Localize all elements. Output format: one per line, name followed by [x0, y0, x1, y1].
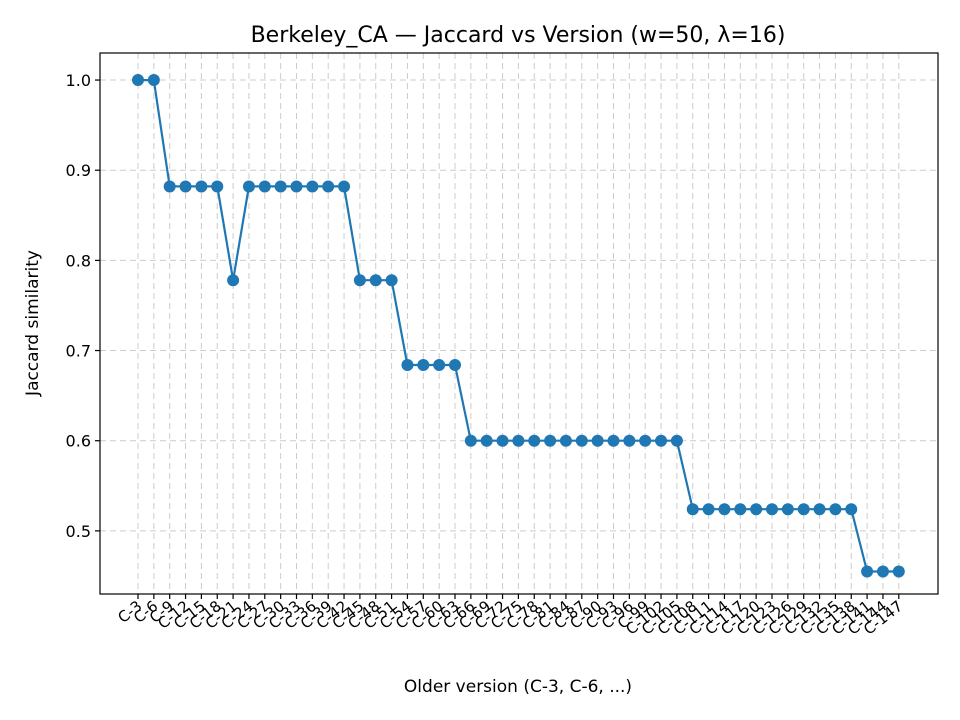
y-tick-label: 0.5	[66, 522, 91, 541]
data-point	[322, 180, 335, 193]
data-point	[734, 503, 747, 516]
data-point	[845, 503, 858, 516]
data-point	[718, 503, 731, 516]
data-point	[163, 180, 176, 193]
data-point	[195, 180, 208, 193]
data-point	[369, 274, 382, 287]
x-axis-label: Older version (C-3, C-6, ...)	[404, 677, 632, 697]
data-point	[338, 180, 351, 193]
data-point	[211, 180, 224, 193]
data-point	[829, 503, 842, 516]
data-point	[591, 434, 604, 447]
data-point	[433, 358, 446, 371]
data-point	[702, 503, 715, 516]
data-point	[401, 358, 414, 371]
y-tick-label: 0.9	[66, 161, 91, 180]
data-point	[623, 434, 636, 447]
data-point	[306, 180, 319, 193]
data-point	[876, 565, 889, 578]
data-point	[813, 503, 826, 516]
data-point	[528, 434, 541, 447]
data-point	[496, 434, 509, 447]
y-tick-label: 0.8	[66, 251, 91, 270]
data-point	[512, 434, 525, 447]
y-axis: 0.5 0.6 0.7 0.8 0.9 1.0	[66, 71, 100, 541]
grid-lines	[100, 53, 938, 594]
data-point	[575, 434, 588, 447]
data-point	[781, 503, 794, 516]
data-point	[242, 180, 255, 193]
data-point	[861, 565, 874, 578]
data-point	[766, 503, 778, 516]
data-point	[797, 503, 810, 516]
data-point	[147, 74, 160, 87]
data-point	[132, 74, 144, 87]
data-point	[417, 358, 430, 371]
data-point	[670, 434, 683, 447]
plot-area-frame	[99, 52, 939, 595]
data-point	[274, 180, 287, 193]
data-point	[227, 274, 240, 287]
data-point	[544, 434, 557, 447]
data-point	[892, 565, 905, 578]
data-point	[464, 434, 477, 447]
data-point	[258, 180, 271, 193]
chart-title: Berkeley_CA — Jaccard vs Version (w=50, …	[251, 23, 786, 48]
y-axis-label: Jaccard similarity	[23, 250, 43, 397]
data-point	[750, 503, 763, 516]
y-tick-label: 1.0	[66, 71, 91, 90]
data-point	[385, 274, 398, 287]
x-axis: C-3C-6C-9C-12C-15C-18C-21C-24C-27C-30C-3…	[114, 594, 906, 639]
y-tick-label: 0.6	[66, 432, 91, 451]
data-point	[480, 434, 493, 447]
series-markers	[132, 74, 905, 578]
data-point	[607, 434, 620, 447]
data-point	[353, 274, 366, 287]
data-point	[686, 503, 699, 516]
data-point	[559, 434, 572, 447]
data-point	[449, 358, 461, 371]
data-point	[290, 180, 303, 193]
data-point	[639, 434, 652, 447]
y-tick-label: 0.7	[66, 342, 91, 361]
data-point	[655, 434, 668, 447]
data-point	[179, 180, 192, 193]
